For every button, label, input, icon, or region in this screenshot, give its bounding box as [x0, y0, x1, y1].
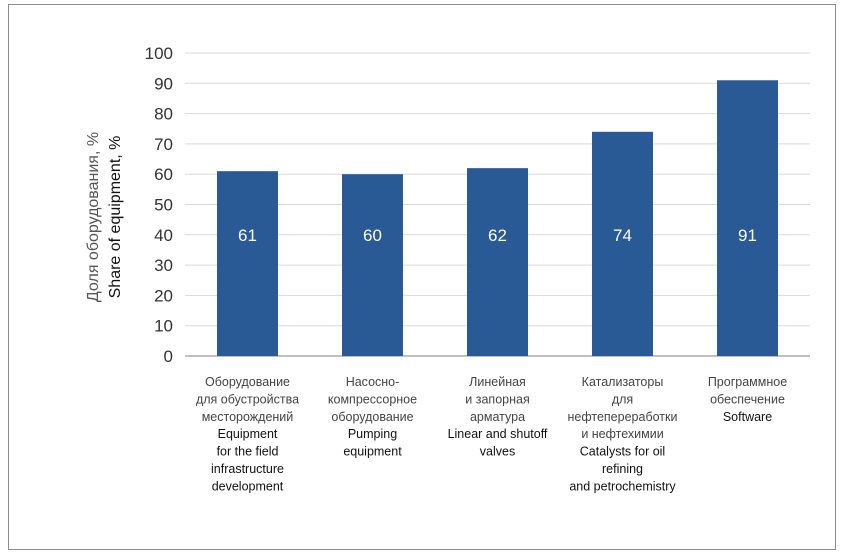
y-tick-label: 10 — [154, 317, 173, 336]
bar-data-label: 62 — [488, 226, 507, 245]
grid-layer — [185, 52, 810, 357]
y-tick-label: 30 — [154, 256, 173, 275]
bar — [217, 171, 278, 356]
y-tick-label: 80 — [154, 105, 173, 124]
category-label-ru: Катализаторы — [582, 375, 664, 389]
category-label-en: infrastructure — [211, 462, 284, 476]
category-label-en: development — [212, 479, 284, 493]
y-axis-label-en: Share of equipment, % — [107, 136, 124, 299]
y-tick-label: 100 — [145, 44, 173, 63]
bar-data-label: 61 — [238, 226, 257, 245]
category-label-ru: и нефтехимии — [581, 427, 663, 441]
category-label-en: refining — [602, 462, 643, 476]
category-label-ru: нефтепереработки — [568, 410, 678, 424]
category-label-ru: месторождений — [202, 410, 294, 424]
category-label-en: Software — [723, 410, 772, 424]
category-label-en: and petrochemistry — [569, 479, 676, 493]
category-label-ru: обеспечение — [710, 392, 785, 406]
y-tick-label: 0 — [164, 347, 173, 366]
category-label-en: equipment — [343, 445, 402, 459]
bar-data-label: 91 — [738, 226, 757, 245]
bar — [592, 131, 653, 356]
category-label-en: for the field — [217, 445, 279, 459]
category-label-ru: оборудование — [331, 410, 413, 424]
y-tick-label: 40 — [154, 226, 173, 245]
category-label-ru: и запорная — [465, 392, 529, 406]
y-tick-label: 20 — [154, 286, 173, 305]
category-label-en: Equipment — [218, 427, 278, 441]
category-label-en: Catalysts for oil — [580, 445, 665, 459]
category-label-en: Pumping — [348, 427, 397, 441]
labels-layer: 0 10 20 30 40 50 60 70 80 90 100 61 Оборудование для … — [145, 44, 788, 493]
y-axis-label-ru: Доля оборудования, % — [85, 132, 102, 302]
y-tick-label: 70 — [154, 135, 173, 154]
category-label-ru: компрессорное — [328, 392, 417, 406]
bar — [467, 168, 528, 356]
y-tick-label: 60 — [154, 165, 173, 184]
category-label-ru: Программное — [708, 375, 787, 389]
bars-layer — [217, 80, 778, 357]
bar — [342, 174, 403, 356]
category-label-ru: Насосно- — [346, 375, 400, 389]
bar-data-label: 74 — [613, 226, 632, 245]
category-label-en: Linear and shutoff — [448, 427, 548, 441]
chart-frame — [8, 4, 836, 550]
category-label-ru: для — [612, 392, 633, 406]
y-tick-label: 90 — [154, 74, 173, 93]
y-tick-label: 50 — [154, 196, 173, 215]
bar — [717, 80, 778, 357]
bar-data-label: 60 — [363, 226, 382, 245]
category-label-ru: Линейная — [469, 375, 526, 389]
category-label-ru: для обустройства — [196, 392, 299, 406]
category-label-ru: арматура — [470, 410, 525, 424]
category-label-en: valves — [480, 445, 515, 459]
category-label-ru: Оборудование — [205, 375, 290, 389]
